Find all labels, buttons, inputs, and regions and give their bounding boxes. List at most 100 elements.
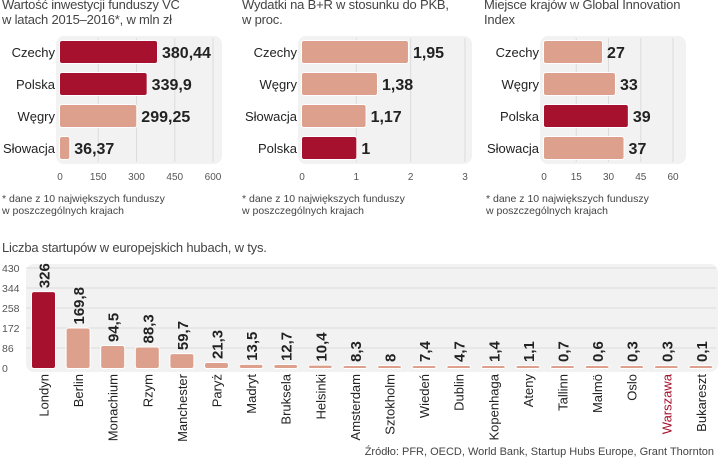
bar-berlin: [66, 328, 90, 368]
chart1-title-line2: w latach 2015–2016*, w mln zł: [2, 12, 172, 27]
y-tick-label: 86: [2, 343, 14, 355]
value-label: 380,44: [162, 45, 211, 62]
value-label: 1,38: [382, 77, 413, 94]
plot-panel: [56, 36, 222, 164]
chart3-note-line1: * dane z 10 największych funduszy: [486, 193, 649, 205]
category-label: Słowacja: [487, 141, 540, 156]
bar-bruksela: [274, 365, 298, 368]
chart1-title-line1: Wartość inwestycji funduszy VC: [2, 0, 180, 12]
bar-polska: [544, 105, 628, 127]
category-label: Madryt: [244, 374, 259, 414]
bar-czechy: [302, 41, 408, 63]
x-tick-label: 3: [462, 172, 468, 183]
category-label: Węgry: [501, 77, 539, 92]
bar-kopenhaga: [481, 366, 505, 368]
x-tick-label: 2: [408, 172, 414, 183]
category-label: Czechy: [12, 45, 56, 60]
y-tick-label: 0: [2, 363, 8, 375]
source-note: Źródło: PFR, OECD, World Bank, Startup H…: [364, 446, 714, 458]
value-label: 0,1: [694, 341, 711, 362]
category-label: Oslo: [625, 374, 640, 401]
bar-ateny: [516, 366, 540, 368]
x-tick-label: 300: [128, 172, 145, 183]
chart-innovation-index: 0 15 30 45 60 Czechy 27 Węgry 33 Polska 39 Słowacja…: [487, 36, 686, 183]
category-label: Słowacja: [3, 141, 56, 156]
x-tick-label: 0: [299, 172, 305, 183]
y-tick-label: 344: [2, 283, 20, 295]
x-tick-label: 150: [90, 172, 107, 183]
chart-startups-hubs: 0 86 172 258 344 430 326 Londyn 169,8 Berlin 94,5 M…: [2, 263, 718, 442]
bar-polska: [60, 73, 147, 95]
category-label: Polska: [258, 141, 298, 156]
bar-dublin: [447, 366, 471, 368]
bar-wiedeń: [412, 366, 436, 368]
plot-panel: [26, 264, 718, 372]
category-label: Manchester: [175, 373, 190, 442]
x-tick-label: 45: [635, 172, 647, 183]
bar-amsterdam: [343, 366, 367, 368]
chart3-note-line2: w poszczególnych krajach: [486, 205, 608, 217]
value-label: 21,3: [210, 330, 227, 359]
x-tick-label: 0: [57, 172, 63, 183]
y-tick-label: 258: [2, 303, 20, 315]
value-label: 169,8: [71, 287, 88, 325]
bar-oslo: [620, 366, 644, 368]
value-label: 1,1: [521, 341, 538, 362]
bar-bukareszt: [689, 366, 713, 368]
value-label: 1: [361, 141, 370, 158]
chart1-note-line2: w poszczególnych krajach: [2, 205, 124, 217]
value-label: 13,5: [244, 332, 261, 361]
category-label: Bukareszt: [694, 374, 709, 432]
category-label: Słowacja: [245, 109, 298, 124]
category-label: Londyn: [37, 374, 52, 417]
category-label: Amsterdam: [348, 374, 363, 440]
value-label: 36,37: [74, 141, 114, 158]
value-label: 0,3: [625, 341, 642, 362]
chart1-footnote: * dane z 10 największych funduszy w posz…: [2, 193, 165, 217]
value-label: 1,95: [413, 45, 444, 62]
bar-węgry: [544, 73, 615, 95]
plot-panel: [298, 36, 472, 164]
chart2-title: Wydatki na B+R w stosunku do PKB, w proc…: [242, 0, 449, 27]
bar-helsinki: [308, 365, 332, 368]
bar-słowacja: [60, 137, 70, 159]
value-label: 0,7: [556, 341, 573, 362]
category-label: Ateny: [521, 374, 536, 408]
bar-czechy: [60, 41, 158, 63]
x-tick-label: 30: [603, 172, 615, 183]
category-label: Paryż: [210, 374, 225, 407]
value-label: 10,4: [313, 332, 330, 362]
chart3-title-line2: Index: [484, 12, 515, 27]
chart4-title: Liczba startupów w europejskich hubach, …: [2, 240, 267, 255]
chart2-footnote: * dane z 10 największych funduszy w posz…: [242, 193, 405, 217]
category-label: Węgry: [17, 109, 55, 124]
category-label: Wiedeń: [417, 374, 432, 418]
value-label: 7,4: [417, 340, 434, 362]
y-tick-label: 430: [2, 263, 20, 275]
category-label: Węgry: [259, 77, 297, 92]
value-label: 33: [620, 77, 638, 94]
chart1-title: Wartość inwestycji funduszy VC w latach …: [2, 0, 180, 27]
value-label: 8: [383, 354, 400, 362]
chart2-title-line2: w proc.: [242, 12, 283, 27]
bar-madryt: [239, 364, 263, 368]
value-label: 88,3: [140, 314, 157, 343]
bar-londyn: [32, 292, 55, 368]
category-label: Monachium: [106, 374, 121, 441]
bar-tallinn: [551, 366, 574, 368]
bar-węgry: [302, 73, 377, 95]
value-label: 27: [607, 45, 625, 62]
chart3-title: Miejsce krajów w Global Innovation Index: [484, 0, 680, 27]
value-label: 339,9: [152, 77, 192, 94]
x-tick-label: 60: [667, 172, 679, 183]
category-label: Sztokholm: [383, 374, 398, 435]
bar-rzym: [135, 347, 159, 368]
category-label: Helsinki: [313, 374, 328, 420]
bar-manchester: [170, 354, 194, 368]
value-label: 4,7: [452, 341, 469, 362]
x-tick-label: 450: [166, 172, 183, 183]
value-label: 59,7: [175, 321, 192, 350]
value-label: 12,7: [279, 332, 296, 361]
bar-czechy: [544, 41, 603, 63]
value-label: 1,17: [371, 109, 402, 126]
